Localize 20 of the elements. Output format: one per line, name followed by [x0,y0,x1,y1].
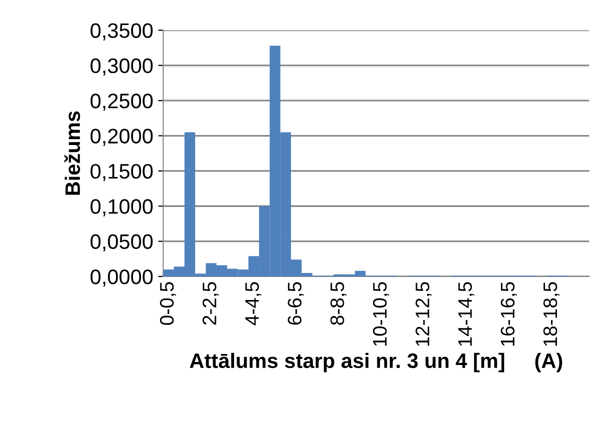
x-tick-label: 0-0,5 [160,282,176,325]
x-tick-label: 8-8,5 [330,282,346,325]
y-tick-label: 0,1500 [90,164,153,182]
x-tick-label: 14-14,5 [458,282,474,346]
x-axis-title: Attālums starp asi nr. 3 un 4 [m] (A) [190,352,562,372]
y-tick-label: 0,2000 [90,128,153,146]
y-tick-label: 0,3000 [90,58,153,76]
x-tick-label: 4-4,5 [245,282,262,326]
y-tick-label: 0,1000 [90,199,153,216]
y-tick-label: 0,2500 [90,94,153,111]
x-tick-label: 10-10,5 [372,282,390,346]
x-tick-label: 16-16,5 [500,282,517,346]
y-tick-label: 0,0500 [90,234,153,252]
x-tick-label: 18-18,5 [543,282,560,346]
x-tick-label: 2-2,5 [202,282,219,325]
y-axis-title: Biežums [64,111,80,195]
y-tick-label: 0,0000 [90,269,153,287]
x-tick-label: 6-6,5 [288,282,304,325]
y-tick-label: 0,3500 [90,23,153,40]
x-tick-label: 12-12,5 [416,282,432,346]
